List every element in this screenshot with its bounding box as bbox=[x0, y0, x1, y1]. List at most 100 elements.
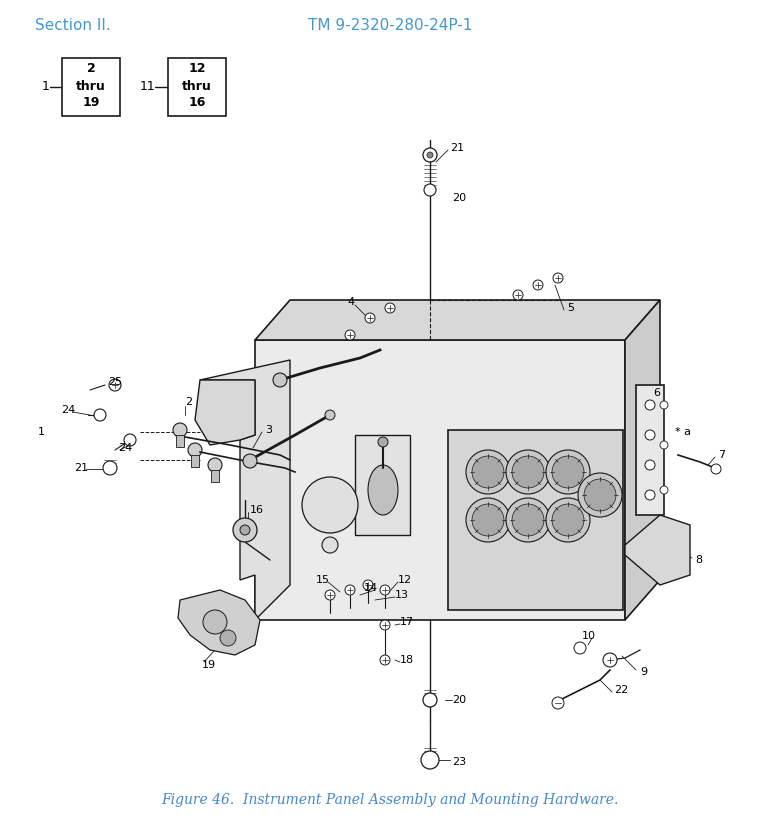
Circle shape bbox=[645, 490, 655, 500]
Text: 8: 8 bbox=[695, 555, 702, 565]
Circle shape bbox=[553, 273, 563, 283]
Circle shape bbox=[322, 537, 338, 553]
Circle shape bbox=[94, 409, 106, 421]
Circle shape bbox=[423, 693, 437, 707]
Text: 11: 11 bbox=[140, 80, 155, 94]
Text: 6: 6 bbox=[653, 388, 660, 398]
Circle shape bbox=[188, 443, 202, 457]
Circle shape bbox=[584, 479, 616, 511]
Circle shape bbox=[345, 585, 355, 595]
Text: 13: 13 bbox=[395, 590, 409, 600]
Text: 24: 24 bbox=[118, 443, 133, 453]
Circle shape bbox=[378, 437, 388, 447]
Text: 1: 1 bbox=[42, 80, 50, 94]
Circle shape bbox=[325, 590, 335, 600]
Circle shape bbox=[603, 653, 617, 667]
Circle shape bbox=[660, 401, 668, 409]
Text: 12: 12 bbox=[398, 575, 412, 585]
Text: 10: 10 bbox=[582, 631, 596, 641]
Circle shape bbox=[513, 290, 523, 300]
Text: Figure 46.  Instrument Panel Assembly and Mounting Hardware.: Figure 46. Instrument Panel Assembly and… bbox=[161, 793, 619, 807]
Text: TM 9-2320-280-24P-1: TM 9-2320-280-24P-1 bbox=[308, 18, 472, 33]
Circle shape bbox=[574, 642, 586, 654]
Circle shape bbox=[512, 504, 544, 536]
Text: 15: 15 bbox=[316, 575, 330, 585]
Bar bbox=[168, 58, 226, 116]
Circle shape bbox=[472, 456, 504, 488]
Text: 5: 5 bbox=[567, 303, 574, 313]
Circle shape bbox=[380, 585, 390, 595]
Text: 20: 20 bbox=[452, 695, 466, 705]
Circle shape bbox=[552, 456, 584, 488]
Circle shape bbox=[660, 441, 668, 449]
Circle shape bbox=[380, 620, 390, 630]
Circle shape bbox=[365, 313, 375, 323]
Bar bbox=[62, 58, 120, 116]
Circle shape bbox=[546, 498, 590, 542]
Circle shape bbox=[173, 423, 187, 437]
Polygon shape bbox=[200, 360, 290, 620]
Circle shape bbox=[466, 498, 510, 542]
Text: 3: 3 bbox=[265, 425, 272, 435]
Circle shape bbox=[645, 430, 655, 440]
Text: 21: 21 bbox=[74, 463, 88, 473]
Circle shape bbox=[552, 697, 564, 709]
Text: 20: 20 bbox=[452, 193, 466, 203]
Circle shape bbox=[660, 486, 668, 494]
Text: 4: 4 bbox=[348, 297, 355, 307]
Text: * a: * a bbox=[675, 427, 691, 437]
Circle shape bbox=[421, 751, 439, 769]
Circle shape bbox=[578, 473, 622, 517]
Circle shape bbox=[363, 580, 373, 590]
Bar bbox=[191, 455, 199, 467]
Text: thru: thru bbox=[76, 80, 106, 93]
Circle shape bbox=[325, 410, 335, 420]
Bar bbox=[211, 470, 219, 482]
Circle shape bbox=[345, 330, 355, 340]
Polygon shape bbox=[195, 380, 255, 445]
Text: 16: 16 bbox=[188, 97, 206, 109]
Circle shape bbox=[385, 303, 395, 313]
Polygon shape bbox=[255, 300, 660, 340]
Circle shape bbox=[506, 450, 550, 494]
Text: 18: 18 bbox=[400, 655, 414, 665]
Circle shape bbox=[645, 400, 655, 410]
Polygon shape bbox=[625, 300, 660, 620]
Text: 19: 19 bbox=[83, 97, 100, 109]
Circle shape bbox=[645, 460, 655, 470]
Text: 19: 19 bbox=[202, 660, 216, 670]
Text: 24: 24 bbox=[61, 405, 75, 415]
Text: 9: 9 bbox=[640, 667, 647, 677]
Text: 21: 21 bbox=[450, 143, 464, 153]
Circle shape bbox=[124, 434, 136, 446]
Circle shape bbox=[103, 461, 117, 475]
Circle shape bbox=[203, 610, 227, 634]
Circle shape bbox=[711, 464, 721, 474]
Circle shape bbox=[109, 379, 121, 391]
Circle shape bbox=[552, 504, 584, 536]
Text: thru: thru bbox=[182, 80, 212, 93]
Text: 16: 16 bbox=[250, 505, 264, 515]
Circle shape bbox=[233, 518, 257, 542]
Text: Section II.: Section II. bbox=[35, 18, 111, 33]
Circle shape bbox=[273, 373, 287, 387]
Bar bbox=[355, 435, 410, 535]
Polygon shape bbox=[625, 515, 690, 585]
Bar bbox=[636, 385, 664, 515]
Circle shape bbox=[533, 280, 543, 290]
Circle shape bbox=[302, 477, 358, 533]
Circle shape bbox=[208, 458, 222, 472]
Polygon shape bbox=[178, 590, 260, 655]
Circle shape bbox=[424, 184, 436, 196]
Circle shape bbox=[380, 655, 390, 665]
Circle shape bbox=[472, 504, 504, 536]
Text: 25: 25 bbox=[108, 377, 122, 387]
Text: 2: 2 bbox=[87, 62, 95, 76]
Bar bbox=[448, 430, 623, 610]
Circle shape bbox=[506, 498, 550, 542]
Circle shape bbox=[423, 148, 437, 162]
Text: 7: 7 bbox=[718, 450, 725, 460]
Text: 14: 14 bbox=[364, 583, 378, 593]
Circle shape bbox=[466, 450, 510, 494]
Bar bbox=[636, 390, 664, 470]
